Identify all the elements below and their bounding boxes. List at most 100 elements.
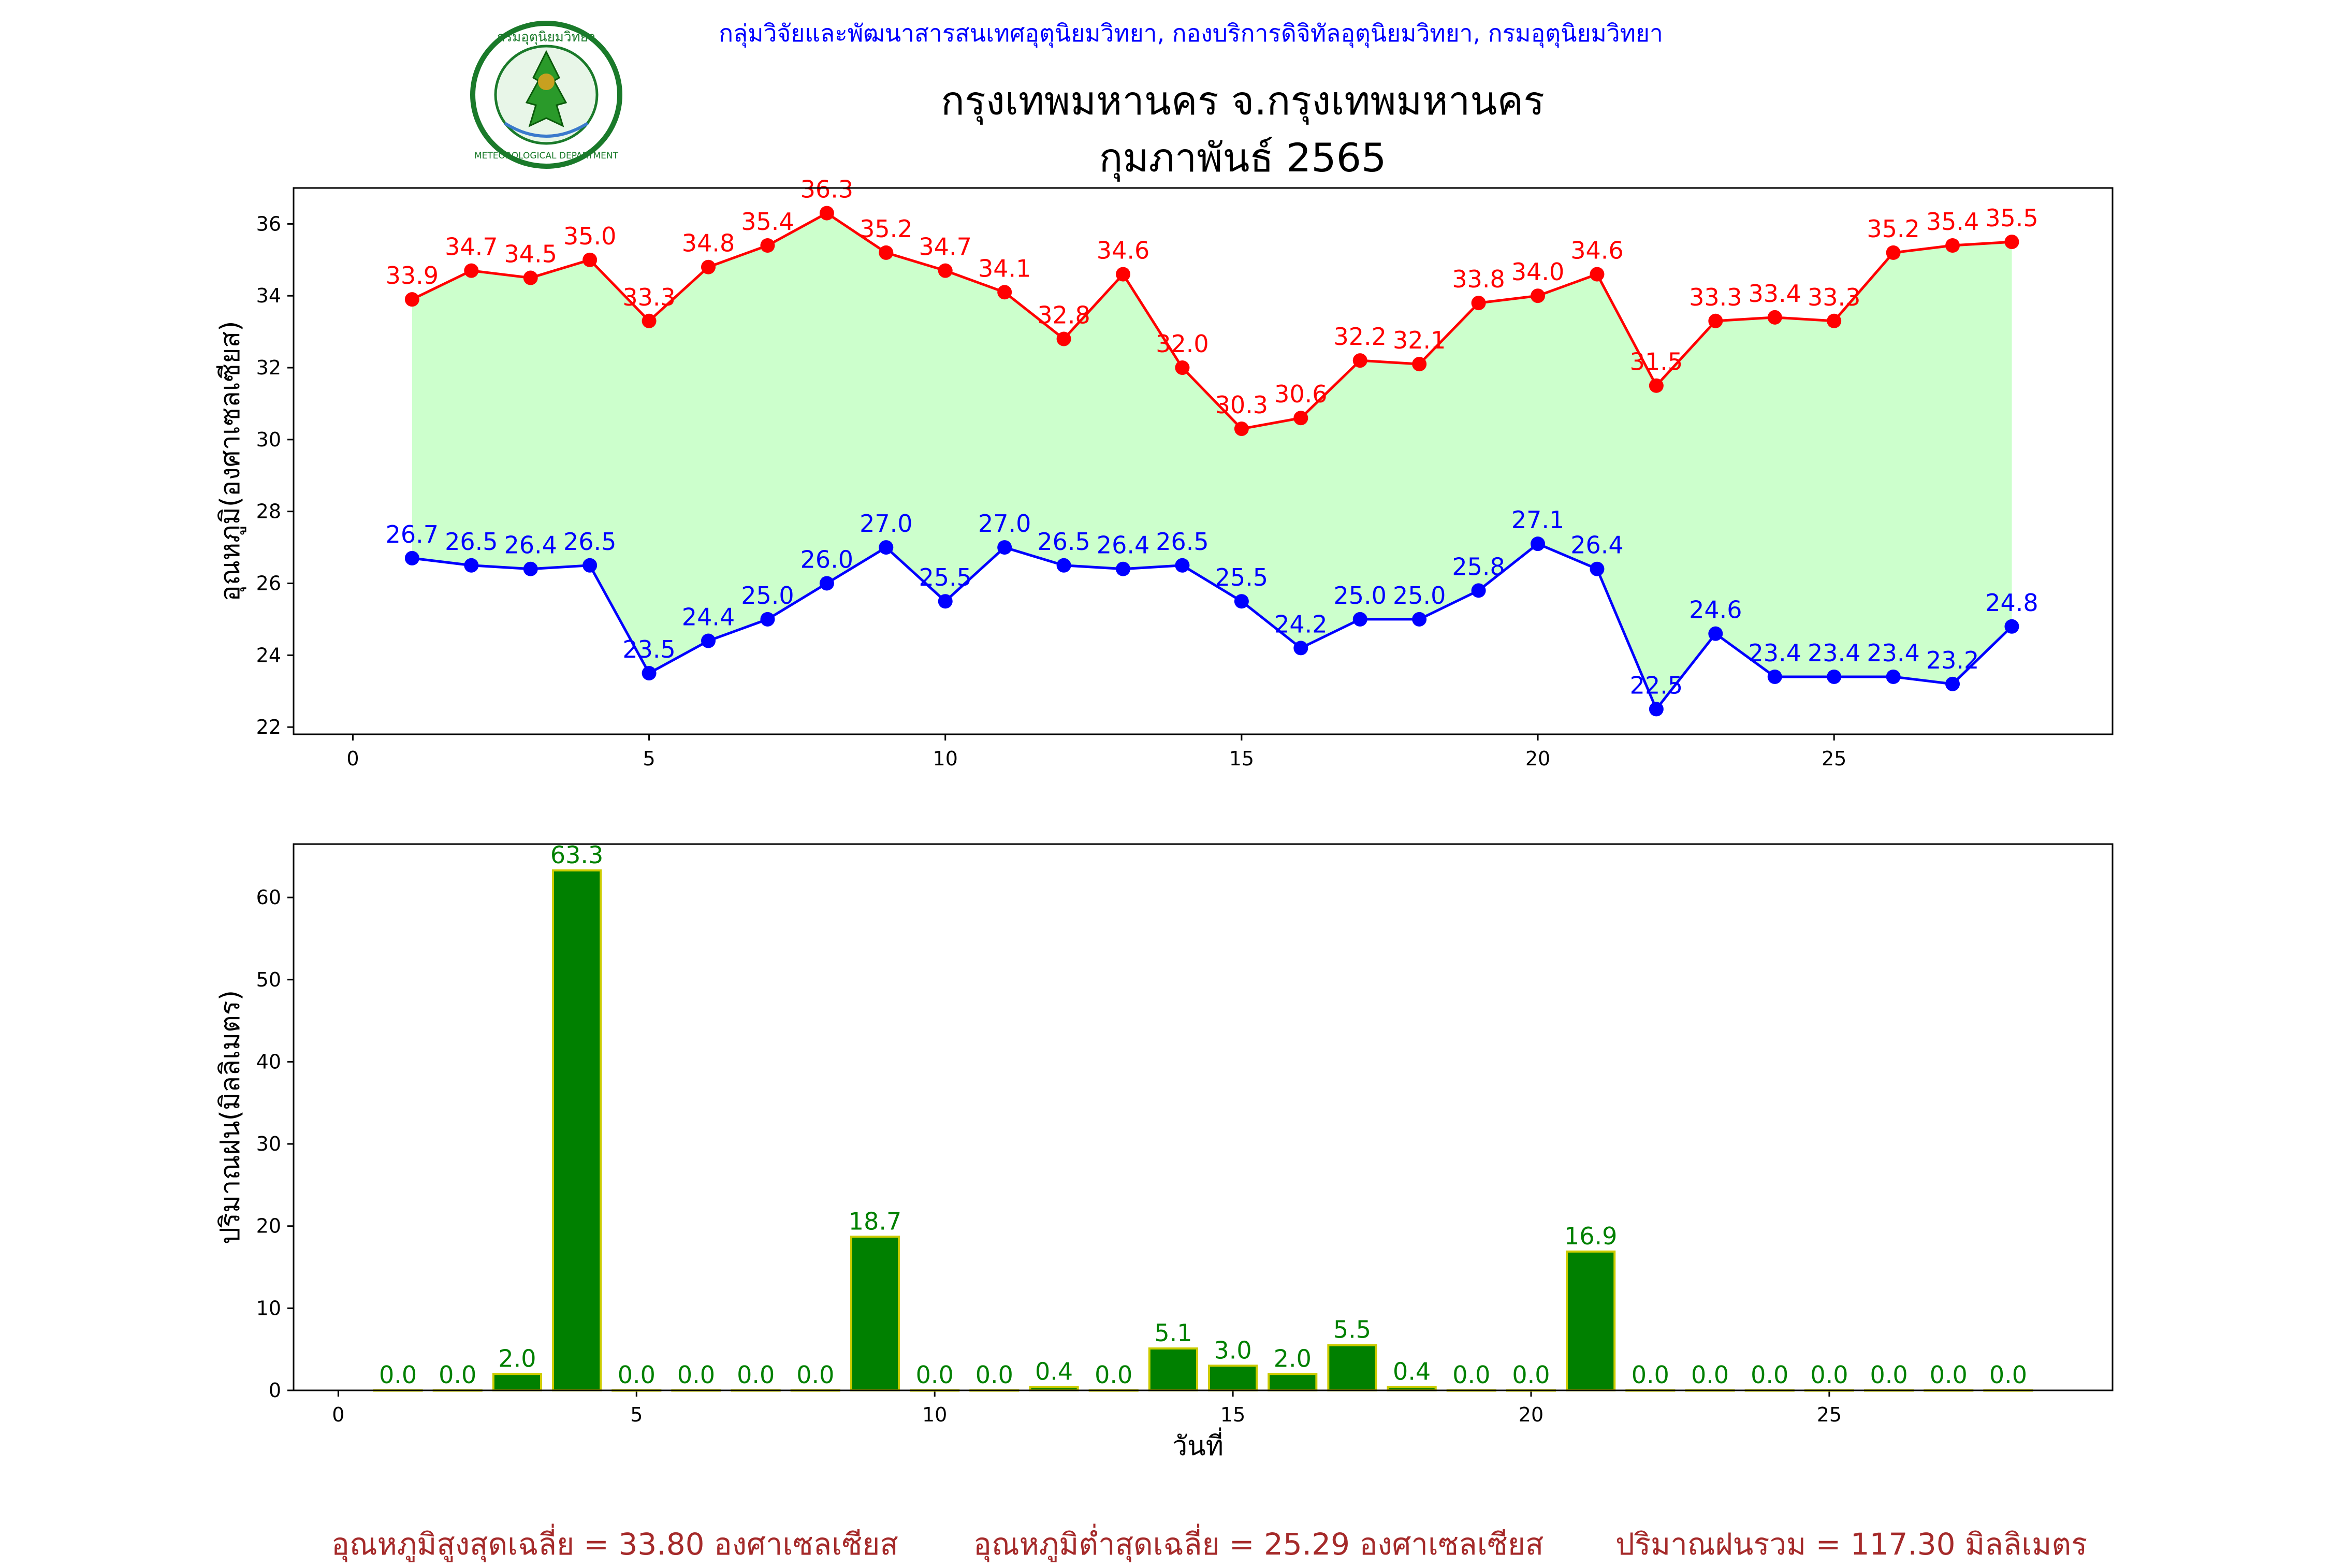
rain-plot-frame [293, 843, 2114, 1391]
svg-text:METEOROLOGICAL DEPARTMENT: METEOROLOGICAL DEPARTMENT [474, 151, 619, 161]
max-temp-data-label: 30.6 [1274, 380, 1327, 408]
min-temp-point [1945, 676, 1960, 691]
rain-data-label: 0.0 [796, 1361, 834, 1389]
min-temp-data-label: 23.4 [1749, 639, 1801, 667]
max-temp-data-label: 33.3 [622, 283, 675, 311]
max-temp-data-label: 35.2 [1867, 215, 1919, 243]
max-temp-point [1945, 238, 1960, 253]
max-temp-data-label: 34.5 [504, 240, 557, 268]
rain-data-label: 5.5 [1333, 1316, 1371, 1344]
max-temp-data-label: 30.3 [1215, 391, 1268, 419]
meteorological-department-logo: กรมอุตุนิยมวิทยา METEOROLOGICAL DEPARTME… [470, 21, 622, 169]
max-temp-point [1175, 360, 1190, 375]
max-temp-data-label: 31.5 [1630, 348, 1683, 376]
min-temp-point [1708, 626, 1723, 641]
rain-bar [552, 869, 602, 1392]
min-temp-point [1886, 669, 1901, 684]
rain-ytick-label: 10 [256, 1297, 281, 1319]
max-temp-data-label: 34.8 [682, 229, 735, 257]
min-temp-point [701, 633, 716, 648]
max-temp-data-label: 33.3 [1689, 283, 1742, 311]
max-temp-data-label: 34.6 [1570, 237, 1623, 265]
rain-data-label: 2.0 [1274, 1344, 1312, 1372]
max-temp-data-label: 35.4 [1926, 208, 1979, 236]
max-temp-point [1056, 331, 1071, 346]
rain-bar [492, 1373, 542, 1392]
rain-data-label: 0.0 [1632, 1361, 1669, 1389]
rain-ytick-label: 0 [269, 1379, 281, 1402]
min-temp-point [1649, 702, 1664, 717]
total-rain-summary: ปริมาณฝนรวม = 117.30 มิลลิเมตร [1615, 1527, 2088, 1562]
temp-y-axis-label: อุณหภูมิ(องศาเซลเซียส) [215, 321, 246, 602]
rain-data-label: 0.0 [1751, 1361, 1788, 1389]
temp-xtick-label: 25 [1822, 747, 1846, 770]
min-temp-data-label: 24.2 [1274, 610, 1327, 638]
min-temp-point [997, 540, 1012, 555]
max-temp-point [1412, 357, 1427, 372]
max-temp-data-label: 32.0 [1156, 330, 1208, 358]
max-temp-data-label: 36.3 [800, 176, 853, 204]
max-temp-point [582, 252, 598, 267]
max-temp-data-label: 35.4 [741, 208, 794, 236]
max-temp-point [1827, 313, 1842, 328]
min-temp-data-label: 26.5 [445, 528, 498, 556]
rain-xtick-label: 5 [630, 1403, 643, 1426]
temp-ytick-label: 32 [256, 356, 281, 379]
rain-data-label: 0.0 [1095, 1361, 1132, 1389]
min-temp-data-label: 23.2 [1926, 646, 1979, 674]
organization-subtitle: กลุ่มวิจัยและพัฒนาสารสนเทศอุตุนิยมวิทยา,… [719, 19, 1663, 47]
period-title: กุมภาพันธ์ 2565 [1099, 135, 1387, 181]
min-temp-point [1767, 669, 1782, 684]
rain-data-label: 0.0 [618, 1361, 656, 1389]
rain-data-label: 0.0 [379, 1361, 417, 1389]
rain-xtick-label: 25 [1817, 1403, 1842, 1426]
rain-x-axis-label: วันที่ [1172, 1427, 1224, 1462]
min-temp-point [1531, 536, 1546, 551]
rain-data-label: 0.0 [916, 1361, 954, 1389]
max-temp-point [879, 245, 894, 260]
min-temp-data-label: 25.0 [741, 582, 794, 609]
max-temp-data-label: 32.8 [1037, 301, 1090, 329]
max-temp-data-label: 33.4 [1749, 280, 1801, 308]
min-temp-point [642, 666, 657, 681]
max-temp-point [701, 259, 716, 274]
rain-bar [1268, 1373, 1318, 1392]
min-temp-point [1352, 612, 1367, 627]
rain-data-label: 5.1 [1154, 1319, 1192, 1347]
min-temp-point [879, 540, 894, 555]
min-temp-point [464, 558, 479, 573]
rain-ytick-label: 50 [256, 968, 281, 991]
rain-xtick-label: 0 [332, 1403, 344, 1426]
rain-data-label: 0.0 [439, 1361, 476, 1389]
min-temp-point [1234, 594, 1249, 609]
rain-ytick-label: 40 [256, 1050, 281, 1073]
rain-data-label: 16.9 [1564, 1222, 1617, 1250]
rain-y-axis-label: ปริมาณฝน(มิลลิเมตร) [215, 990, 246, 1244]
max-temp-data-label: 34.7 [919, 233, 972, 261]
min-temp-data-label: 26.7 [386, 520, 439, 548]
max-temp-point [760, 238, 775, 253]
min-temp-data-label: 24.8 [1985, 589, 2038, 617]
rain-data-label: 2.0 [498, 1344, 536, 1372]
temp-range-fill [412, 213, 2012, 709]
min-temp-data-label: 24.6 [1689, 596, 1742, 624]
min-temp-point [1175, 558, 1190, 573]
max-temp-point [523, 270, 538, 285]
rain-xtick-label: 10 [922, 1403, 947, 1426]
max-temp-point [1767, 310, 1782, 325]
rain-bar [1148, 1347, 1198, 1392]
max-temp-point [464, 263, 479, 278]
min-temp-data-label: 25.8 [1452, 553, 1505, 580]
temp-ytick-label: 26 [256, 572, 281, 594]
min-temp-data-label: 24.4 [682, 603, 735, 631]
temp-plot-frame [293, 187, 2114, 735]
rain-xtick-label: 15 [1220, 1403, 1245, 1426]
min-temp-point [1590, 561, 1605, 576]
rain-bar [1327, 1344, 1377, 1392]
min-temp-point [1412, 612, 1427, 627]
rain-data-label: 0.0 [1989, 1361, 2027, 1389]
max-temp-data-label: 34.6 [1097, 237, 1149, 265]
avg-max-temp-summary: อุณหภูมิสูงสุดเฉลี่ย = 33.80 องศาเซลเซีย… [331, 1527, 898, 1562]
temp-xtick-label: 5 [643, 747, 655, 770]
temp-ytick-label: 28 [256, 500, 281, 523]
